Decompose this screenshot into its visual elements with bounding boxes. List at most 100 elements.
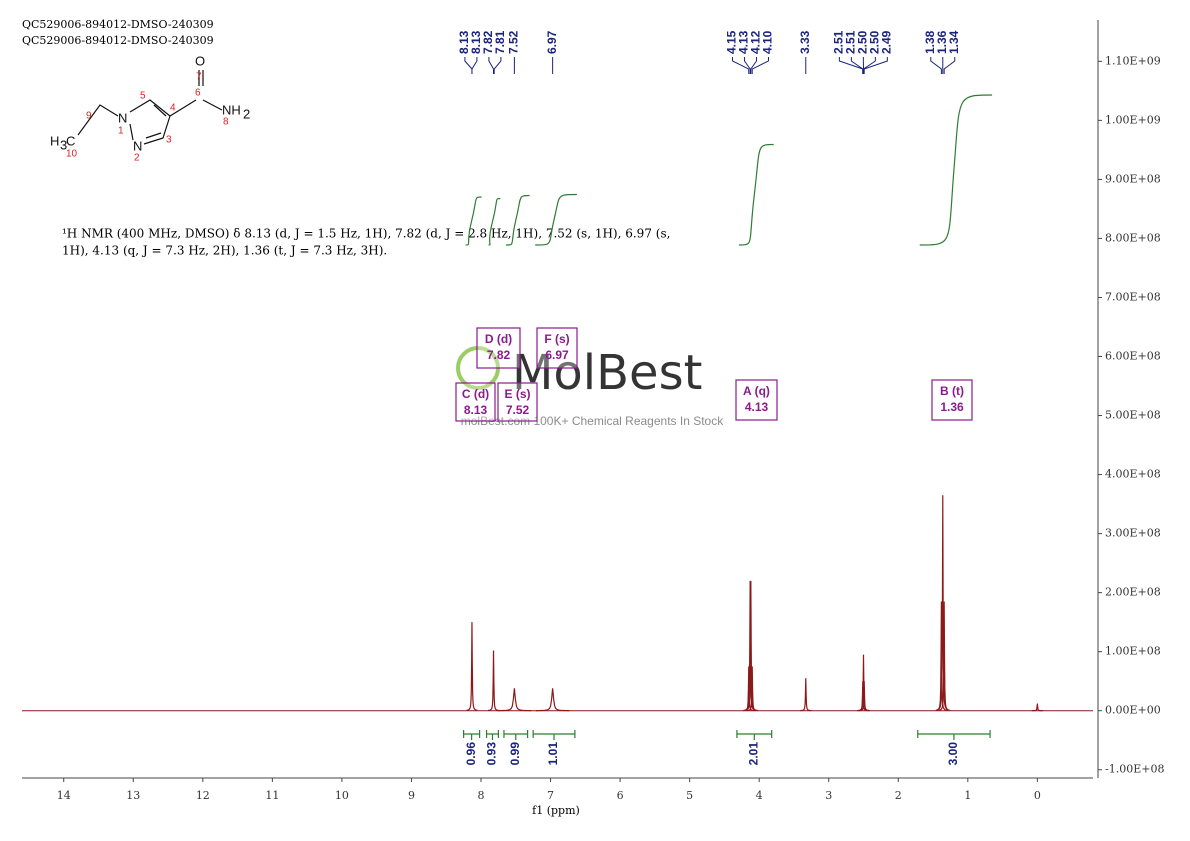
atom-label: N bbox=[133, 138, 142, 153]
integral-curve bbox=[919, 94, 993, 246]
peak-label-connector bbox=[493, 57, 502, 74]
peak bbox=[800, 678, 812, 712]
x-tick-label: 10 bbox=[335, 789, 349, 802]
y-tick-label: 8.00E+08 bbox=[1105, 231, 1161, 244]
x-tick-label: 14 bbox=[57, 789, 71, 802]
peak bbox=[937, 495, 949, 711]
peak-label: 1.36 bbox=[935, 30, 949, 54]
atom-number: 9 bbox=[86, 111, 92, 122]
atom-label: C bbox=[66, 133, 75, 148]
integral-label: 1.01 bbox=[546, 742, 560, 766]
peak bbox=[858, 681, 870, 712]
multiplet: E (s) 7.52 bbox=[497, 382, 538, 422]
integral-bracket bbox=[503, 730, 529, 740]
atom-label: 3 bbox=[60, 137, 67, 152]
peak-label-connector bbox=[743, 57, 751, 74]
atom-number: 2 bbox=[134, 153, 140, 164]
multiplet: B (t) 1.36 bbox=[931, 379, 973, 421]
multiplet-box bbox=[931, 379, 973, 421]
x-tick-label: 7 bbox=[547, 789, 554, 802]
peak-label: 2.49 bbox=[880, 30, 894, 54]
y-tick-label: -1.00E+08 bbox=[1105, 763, 1164, 776]
peak-label: 2.50 bbox=[868, 30, 882, 54]
y-tick-label: 1.00E+08 bbox=[1105, 645, 1161, 658]
multiplet: C (d) 8.13 bbox=[455, 382, 496, 422]
multiplet-name: E (s) bbox=[504, 387, 530, 401]
y-tick-label: 1.00E+09 bbox=[1105, 113, 1161, 126]
peak-label-connector bbox=[943, 57, 956, 74]
peak bbox=[1031, 703, 1043, 712]
peak-label-connector bbox=[488, 57, 495, 74]
integral-curve bbox=[465, 196, 482, 246]
integral-curve bbox=[488, 197, 501, 246]
x-tick-label: 5 bbox=[686, 789, 693, 802]
x-tick-label: 4 bbox=[756, 789, 763, 802]
peak bbox=[497, 688, 532, 712]
watermark-brand: MolBest bbox=[512, 345, 702, 401]
x-axis-label: f1 (ppm) bbox=[532, 804, 580, 817]
integral-bracket bbox=[917, 730, 991, 740]
peak-label: 4.13 bbox=[737, 30, 751, 54]
peak-label-connector bbox=[731, 57, 750, 74]
x-tick-label: 8 bbox=[478, 789, 485, 802]
integral-label: 3.00 bbox=[946, 742, 960, 766]
multiplet: F (s) 6.97 bbox=[536, 327, 578, 369]
multiplet-shift: 1.36 bbox=[940, 400, 964, 414]
y-tick-label: 1.10E+09 bbox=[1105, 54, 1161, 67]
integral-bracket bbox=[736, 730, 773, 740]
x-tick-label: 9 bbox=[408, 789, 415, 802]
integral-curve bbox=[505, 194, 530, 246]
atom-number: 7 bbox=[196, 72, 202, 83]
x-tick-label: 6 bbox=[617, 789, 624, 802]
x-tick-label: 3 bbox=[825, 789, 832, 802]
peak bbox=[535, 688, 570, 712]
multiplet-name: C (d) bbox=[462, 387, 489, 401]
multiplet-name: A (q) bbox=[743, 384, 770, 398]
y-tick-label: 0.00E+00 bbox=[1105, 704, 1161, 717]
peak-label: 8.13 bbox=[469, 30, 483, 54]
integral-label: 0.99 bbox=[508, 742, 522, 766]
multiplet-shift: 7.52 bbox=[506, 403, 530, 417]
title-line: QC529006-894012-DMSO-240309 bbox=[22, 18, 214, 31]
title-line: QC529006-894012-DMSO-240309 bbox=[22, 34, 214, 47]
multiplet: A (q) 4.13 bbox=[735, 379, 778, 421]
peak-label: 2.51 bbox=[832, 30, 846, 54]
multiplet-shift: 4.13 bbox=[745, 400, 769, 414]
multiplet: D (d) 7.82 bbox=[476, 327, 521, 369]
atom-number: 8 bbox=[223, 117, 229, 128]
x-tick-label: 0 bbox=[1034, 789, 1041, 802]
integral-label: 2.01 bbox=[746, 742, 760, 766]
atom-label: H bbox=[50, 133, 59, 148]
y-tick-label: 2.00E+08 bbox=[1105, 586, 1161, 599]
y-tick-label: 5.00E+08 bbox=[1105, 409, 1161, 422]
y-tick-label: 7.00E+08 bbox=[1105, 290, 1161, 303]
peak bbox=[466, 622, 478, 711]
atom-number: 1 bbox=[118, 126, 124, 137]
peak bbox=[938, 601, 950, 711]
y-tick-label: 6.00E+08 bbox=[1105, 349, 1161, 362]
x-tick-label: 2 bbox=[895, 789, 902, 802]
multiplet-name: D (d) bbox=[485, 332, 512, 346]
peak-label: 4.10 bbox=[761, 30, 775, 54]
peak bbox=[487, 650, 500, 712]
peak-label-connector bbox=[750, 57, 757, 74]
peak-label: 7.81 bbox=[493, 30, 507, 54]
multiplet-box bbox=[735, 379, 778, 421]
atom-number: 6 bbox=[195, 88, 201, 99]
atom-label: NH bbox=[222, 102, 241, 117]
peak bbox=[746, 666, 758, 712]
peak-label-connector bbox=[464, 57, 473, 74]
multiplet-box bbox=[455, 382, 496, 422]
peak-label: 7.82 bbox=[481, 30, 495, 54]
integral-bracket bbox=[532, 730, 576, 740]
integral-bracket bbox=[463, 730, 481, 740]
multiplet-shift: 8.13 bbox=[464, 403, 488, 417]
atom-label: O bbox=[195, 53, 205, 68]
atom-number: 3 bbox=[166, 135, 172, 146]
peak-label: 4.15 bbox=[725, 30, 739, 54]
y-tick-label: 4.00E+08 bbox=[1105, 468, 1161, 481]
description: 1H), 4.13 (q, J = 7.3 Hz, 2H), 1.36 (t, … bbox=[62, 244, 387, 258]
peak-label: 1.38 bbox=[923, 30, 937, 54]
multiplet-shift: 7.82 bbox=[487, 348, 511, 362]
integral-curve bbox=[535, 193, 577, 246]
